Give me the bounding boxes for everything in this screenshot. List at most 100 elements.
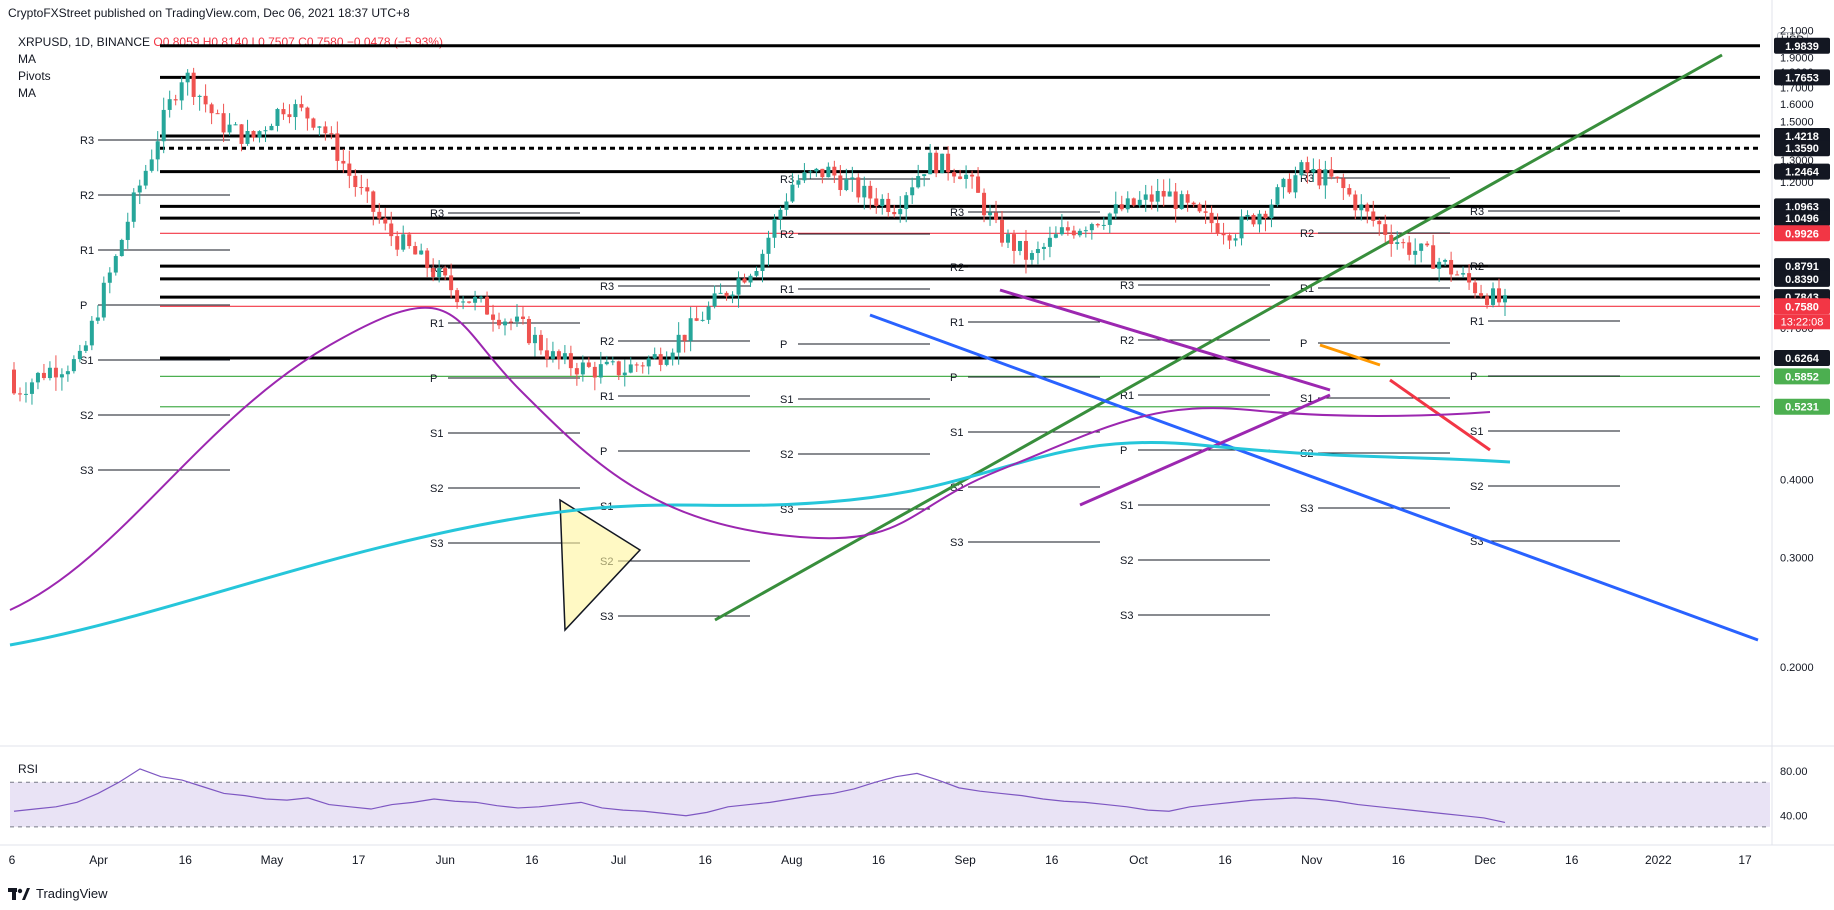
candle-body: [1449, 259, 1454, 275]
orange-trendline: [1319, 343, 1381, 367]
candle-body: [491, 314, 496, 320]
candle-body: [850, 177, 855, 180]
candle-body: [550, 351, 555, 359]
candle-body: [796, 180, 801, 185]
candle-body: [1173, 191, 1178, 210]
candle-body: [952, 172, 957, 177]
price-level-value: 0.5852: [1785, 371, 1819, 383]
candle-body: [934, 152, 939, 174]
candle-body: [904, 195, 909, 210]
pivot-label: S3: [1120, 610, 1133, 622]
footer-brand[interactable]: TradingView: [36, 886, 108, 901]
candle-body: [1119, 204, 1124, 210]
price-level-tag: [1774, 368, 1830, 385]
pivot-label: P: [80, 300, 87, 312]
candle-body: [766, 237, 771, 254]
candle-body: [305, 107, 310, 119]
candle-body: [257, 131, 262, 138]
candle-body: [1251, 214, 1256, 225]
candle-body: [880, 198, 885, 206]
candle-body: [1227, 235, 1232, 241]
candle-body: [425, 250, 430, 269]
candle-body: [772, 218, 777, 238]
candle-body: [1113, 204, 1118, 214]
y-tick-label: 1.6000: [1780, 99, 1814, 111]
candle-body: [922, 174, 927, 177]
countdown-value: 13:22:08: [1781, 316, 1824, 328]
candle-body: [119, 239, 124, 257]
price-level-value: 1.3590: [1785, 143, 1819, 155]
candle-body: [1341, 178, 1346, 189]
x-tick-label: 16: [872, 853, 886, 867]
price-level-tag: [1774, 69, 1830, 86]
candle-body: [1023, 240, 1028, 260]
pivot-label: R1: [1470, 316, 1484, 328]
rsi-tick-label: 80.00: [1780, 766, 1808, 778]
candle-body: [1065, 227, 1070, 231]
pivot-label: R2: [80, 190, 94, 202]
candle-body: [916, 176, 921, 188]
candle-body: [1335, 176, 1340, 179]
candle-body: [215, 113, 220, 115]
indicator-ma-2[interactable]: MA: [18, 86, 36, 100]
pivot-label: R3: [430, 208, 444, 220]
candle-body: [389, 223, 394, 237]
candle-body: [347, 163, 352, 176]
candle-body: [604, 361, 609, 365]
candle-body: [335, 133, 340, 161]
candle-body: [1185, 194, 1190, 203]
candle-body: [1395, 242, 1400, 244]
pivot-label: P: [1120, 445, 1127, 457]
candle-body: [1371, 211, 1376, 221]
candle-body: [461, 301, 466, 303]
pivot-label: S2: [780, 449, 793, 461]
price-level-tag: [1774, 258, 1830, 275]
candle-body: [646, 358, 651, 367]
candle-body: [856, 177, 861, 198]
candle-body: [868, 185, 873, 199]
candle-body: [371, 191, 376, 212]
pivot-label: R1: [1120, 390, 1134, 402]
x-tick-label: Sep: [954, 853, 976, 867]
price-chart[interactable]: 2.10002.00001.90001.80001.70001.60001.50…: [0, 0, 1834, 880]
x-tick-label: 2022: [1645, 853, 1672, 867]
x-tick-label: Jun: [436, 853, 455, 867]
candle-body: [706, 306, 711, 320]
candle-body: [616, 361, 621, 376]
candle-body: [1179, 194, 1184, 210]
candle-body: [281, 109, 286, 115]
candle-body: [203, 95, 208, 105]
pivot-label: S3: [80, 465, 93, 477]
candle-body: [898, 209, 903, 215]
candle-body: [341, 160, 346, 164]
indicator-pivots[interactable]: Pivots: [18, 69, 51, 83]
candle-body: [227, 124, 232, 133]
candle-body: [958, 176, 963, 179]
symbol-label[interactable]: XRPUSD, 1D, BINANCE: [18, 35, 151, 49]
candle-body: [1467, 273, 1472, 283]
candle-body: [1491, 288, 1496, 305]
candle-body: [1311, 168, 1316, 173]
candle-body: [640, 365, 645, 367]
candle-body: [179, 82, 184, 101]
y-tick-label: 0.2000: [1780, 662, 1814, 674]
candle-body: [1455, 274, 1460, 276]
footer: TradingView: [8, 886, 108, 901]
candle-body: [1377, 220, 1382, 225]
candle-body: [467, 301, 472, 303]
candle-body: [419, 250, 424, 255]
candle-body: [23, 393, 28, 395]
candle-body: [718, 292, 723, 294]
candle-body: [1257, 213, 1262, 225]
indicator-ma-1[interactable]: MA: [18, 52, 36, 66]
candle-body: [1239, 216, 1244, 239]
candle-body: [1077, 230, 1082, 236]
candle-body: [544, 350, 549, 359]
pivot-label: S2: [430, 483, 443, 495]
pivot-label: S1: [1120, 500, 1133, 512]
candle-body: [628, 364, 633, 373]
price-level-tag: [1774, 163, 1830, 180]
candle-body: [892, 212, 897, 215]
price-level-tag: [1774, 127, 1830, 144]
candle-body: [95, 317, 100, 321]
